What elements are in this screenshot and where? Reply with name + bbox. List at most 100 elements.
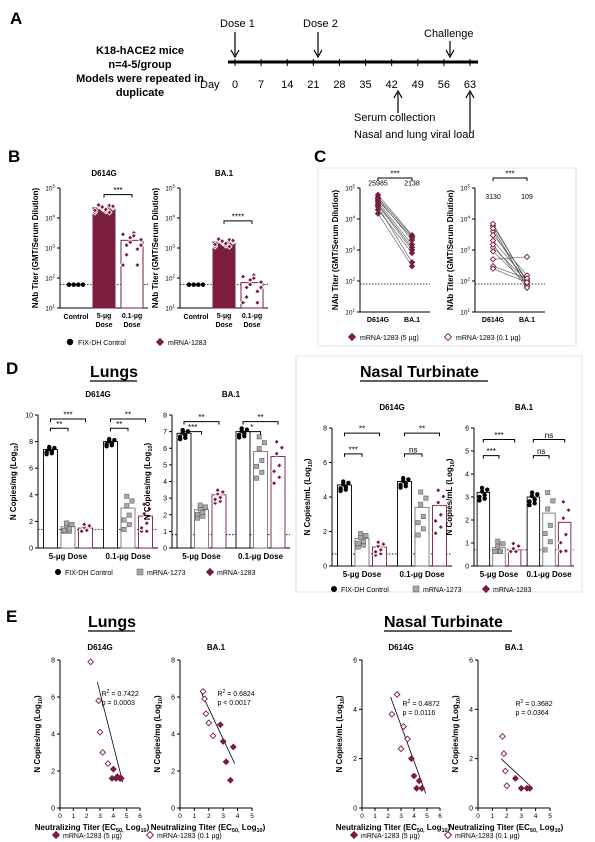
data-point (560, 514, 567, 522)
data-point (61, 527, 67, 533)
panel-b: D614G 101 102 103 104 105 NAb Titer (GMT/Serum… (31, 169, 268, 347)
significance-label: ** (56, 420, 62, 429)
x-axis-label: Neutralizing Titer (EC50, Log10) (336, 823, 451, 834)
p-value: p = 0.0364 (515, 710, 548, 717)
x-tick-label: Dose (123, 322, 140, 329)
panel-e-chart: D614G 0 2 4 6 0 1 2 3 4 5 6 N Copies/mL (Log10) R2 = … (335, 643, 451, 834)
y-tick-label: 4 (29, 492, 33, 499)
y-tick-label: 0 (323, 564, 327, 571)
y-tick-label: 102 (345, 277, 355, 286)
data-point (547, 522, 553, 528)
chart-title: BA.1 (215, 169, 234, 178)
panel-label-c: C (314, 147, 326, 166)
y-axis-label: NAb Titer (GMT/Serum Dilution) (331, 190, 340, 311)
x-tick-label: 0.1-µg (122, 313, 142, 320)
significance-label: *** (349, 445, 358, 454)
y-axis-label: N Copies/mL (Log10) (445, 458, 456, 535)
data-point (226, 243, 233, 250)
regression-line (201, 693, 236, 764)
data-point (560, 498, 567, 506)
data-point (341, 479, 346, 484)
x-tick-label: 2 (505, 813, 509, 820)
data-point (404, 735, 411, 743)
x-tick-label: 4 (412, 813, 416, 820)
data-point (195, 511, 201, 517)
panel-e-chart: BA.1 0 2 4 6 0 1 2 3 4 5 N Copies/mg (Log10) R2 = 0.… (449, 643, 564, 834)
data-point (372, 548, 379, 556)
panel-c-frame (317, 167, 577, 347)
panel-b-chart: D614G 101 102 103 104 105 NAb Titer (GMT/Serum… (31, 169, 148, 329)
bar (176, 432, 192, 549)
significance-label: *** (494, 431, 503, 440)
y-tick-label: 7 (163, 429, 167, 436)
y-tick-label: 103 (460, 246, 470, 255)
y-tick-label: 1 (163, 529, 167, 536)
data-point (482, 496, 487, 501)
data-point (565, 506, 572, 514)
data-point (374, 542, 382, 550)
data-point (201, 695, 208, 703)
x-tick-label: 2 (207, 813, 211, 820)
data-point (216, 721, 224, 729)
panel-e-chart: BA.1 0 2 4 6 8 0 1 2 3 4 5 N Copies/mg (Log10) R2 = 0… (151, 643, 266, 834)
legend-label: mRNA-1283 (217, 570, 256, 577)
y-tick-label: 8 (323, 426, 327, 433)
x-tick-label: 5-µg (97, 313, 112, 320)
dose1-arrowhead (230, 49, 240, 59)
significance-label: *** (505, 170, 514, 179)
data-point (276, 474, 283, 481)
legend-marker-01ug (145, 830, 155, 840)
bar (103, 441, 118, 549)
data-point (246, 281, 254, 288)
r-squared: R2 = 0.4872 (403, 699, 440, 708)
x-tick-label: Control (184, 314, 209, 321)
paired-line (377, 204, 413, 248)
data-point (343, 484, 348, 490)
data-point (388, 710, 396, 718)
data-point (244, 427, 250, 432)
data-point (121, 526, 127, 532)
data-point (123, 251, 130, 259)
data-point (256, 446, 262, 452)
y-tick-label: 0 (51, 806, 55, 813)
y-tick-label: 101 (345, 308, 355, 317)
gmt-label: 2138 (404, 181, 420, 188)
data-point (202, 710, 210, 718)
bar (212, 241, 236, 309)
y-tick-label: 6 (465, 426, 469, 433)
legend-marker-mrna1273 (136, 568, 144, 576)
y-tick-label: 101 (460, 308, 470, 317)
legend-marker-01ug (443, 830, 453, 840)
data-point (489, 248, 497, 255)
data-point (197, 502, 203, 508)
gmt-label: 3130 (485, 194, 501, 201)
control-point (191, 282, 196, 287)
legend-label: mRNA-1283 (168, 340, 207, 347)
data-point (547, 539, 553, 545)
data-point (256, 434, 262, 440)
significance-label: * (250, 423, 253, 432)
data-point (143, 519, 151, 527)
bar (337, 484, 352, 567)
data-point (130, 232, 138, 240)
y-axis-label: N Copies/mg (Log10) (9, 443, 20, 521)
x-tick-label: Dose (95, 322, 112, 329)
panel-a-title-line: n=4-5/group (108, 59, 172, 71)
legend-label: FIX-DH Control (78, 340, 126, 347)
data-point (259, 457, 265, 463)
significance-bracket (103, 194, 133, 198)
data-point (374, 201, 382, 209)
dose1-label: Dose 1 (220, 18, 255, 30)
x-tick-label: 3 (221, 813, 225, 820)
data-point (126, 512, 132, 518)
x-tick-label: Dose (215, 322, 232, 329)
significance-label: *** (487, 447, 496, 456)
r-squared: R2 = 0.6824 (217, 689, 254, 698)
paired-line (377, 197, 413, 237)
data-point (226, 236, 233, 243)
data-point (408, 246, 416, 254)
panel-c: 101 102 103 104 105 NAb Titer (GMT/Serum Dilu… (331, 170, 545, 342)
paired-line (492, 228, 528, 286)
data-point (109, 440, 115, 446)
